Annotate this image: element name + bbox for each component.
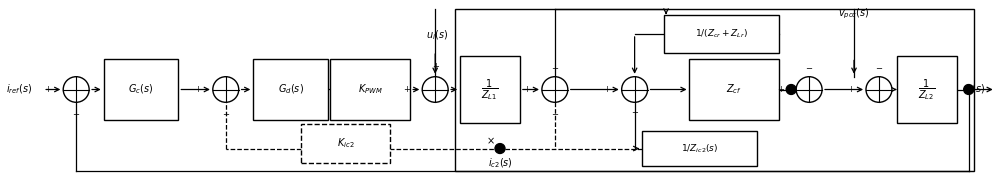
Text: $\dfrac{1}{Z_{L1}}$: $\dfrac{1}{Z_{L1}}$ — [481, 77, 499, 102]
Text: +: + — [523, 85, 530, 94]
Text: $-$: $-$ — [551, 62, 559, 71]
Text: $G_c(s)$: $G_c(s)$ — [128, 83, 154, 96]
Text: +: + — [847, 85, 854, 94]
Text: $\dfrac{1}{Z_{L2}}$: $\dfrac{1}{Z_{L2}}$ — [918, 77, 935, 102]
Text: +: + — [631, 108, 638, 117]
Text: +: + — [403, 85, 410, 94]
Bar — [689, 59, 779, 120]
Ellipse shape — [622, 77, 648, 102]
Text: $G_d(s)$: $G_d(s)$ — [278, 83, 304, 96]
Text: $-$: $-$ — [222, 108, 230, 117]
Text: $v_{pcc}(s)$: $v_{pcc}(s)$ — [838, 7, 870, 21]
Ellipse shape — [213, 77, 239, 102]
Ellipse shape — [422, 77, 448, 102]
Text: $i_g(s)$: $i_g(s)$ — [964, 82, 985, 97]
Ellipse shape — [495, 144, 505, 153]
Text: +: + — [44, 85, 51, 94]
Ellipse shape — [964, 85, 974, 94]
Bar — [455, 9, 974, 171]
Ellipse shape — [866, 77, 892, 102]
Ellipse shape — [796, 77, 822, 102]
Text: $i_{c2}(s)$: $i_{c2}(s)$ — [488, 156, 512, 170]
Text: $-$: $-$ — [551, 108, 559, 117]
Text: +: + — [777, 85, 784, 94]
Text: $K_{ic2}$: $K_{ic2}$ — [337, 136, 354, 150]
Ellipse shape — [63, 77, 89, 102]
Text: +: + — [194, 85, 201, 94]
Text: $-$: $-$ — [875, 62, 883, 71]
Text: $u_i(s)$: $u_i(s)$ — [426, 28, 448, 42]
Bar — [664, 15, 779, 53]
Text: $K_{PWM}$: $K_{PWM}$ — [358, 83, 383, 96]
Bar — [104, 59, 178, 120]
Text: +: + — [432, 62, 439, 71]
Bar — [460, 56, 520, 123]
Bar — [253, 59, 328, 120]
Text: $Z_{cf}$: $Z_{cf}$ — [726, 83, 742, 96]
Text: $\times$: $\times$ — [486, 136, 494, 147]
Bar — [330, 59, 410, 120]
Ellipse shape — [542, 77, 568, 102]
Ellipse shape — [786, 85, 796, 94]
Text: +: + — [603, 85, 610, 94]
Bar — [301, 124, 390, 163]
Text: $i_{ref}(s)$: $i_{ref}(s)$ — [6, 83, 33, 96]
Bar — [897, 56, 957, 123]
Bar — [642, 131, 757, 166]
Text: $-$: $-$ — [805, 62, 813, 71]
Text: $1/(Z_{cr}+Z_{Lr})$: $1/(Z_{cr}+Z_{Lr})$ — [695, 28, 748, 40]
Text: $1/Z_{ic2}(s)$: $1/Z_{ic2}(s)$ — [681, 142, 718, 155]
Text: $-$: $-$ — [72, 108, 80, 117]
